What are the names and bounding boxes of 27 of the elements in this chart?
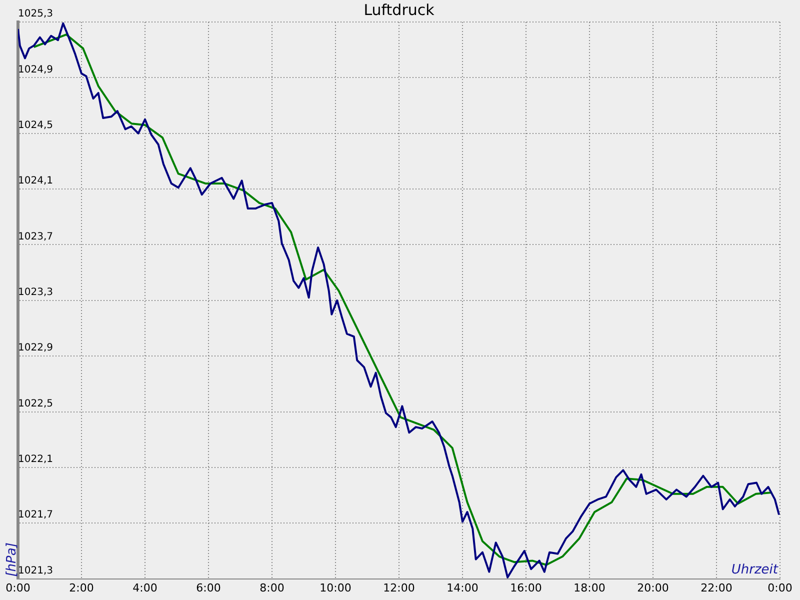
y-tick-label: 1021,7 <box>18 510 53 521</box>
y-tick-label: 1024,5 <box>18 120 53 131</box>
y-tick-label: 1024,1 <box>18 176 53 187</box>
y-axis-title: [hPa] <box>4 542 20 577</box>
x-tick-label: 20:00 <box>637 581 669 594</box>
chart-title: Luftdruck <box>364 0 435 19</box>
x-tick-label: 0:00 <box>768 581 792 594</box>
y-tick-label: 1022,1 <box>18 454 53 466</box>
x-tick-label: 0:00 <box>6 581 30 594</box>
x-tick-label: 2:00 <box>69 581 94 594</box>
x-tick-label: 18:00 <box>574 581 606 594</box>
y-tick-label: 1022,9 <box>18 342 53 354</box>
y-tick-label: 1023,7 <box>18 231 53 242</box>
x-tick-label: 8:00 <box>260 581 284 594</box>
y-tick-label: 1024,9 <box>18 64 53 76</box>
x-tick-label: 4:00 <box>132 581 158 594</box>
x-tick-label: 6:00 <box>196 581 221 594</box>
x-tick-label: 12:00 <box>383 581 415 594</box>
y-tick-label: 1021,3 <box>18 565 53 576</box>
x-tick-label: 16:00 <box>510 581 542 594</box>
x-tick-label: 10:00 <box>320 581 352 594</box>
y-tick-label: 1025,3 <box>18 8 53 20</box>
x-tick-label: 22:00 <box>700 581 732 594</box>
y-tick-label: 1023,3 <box>18 286 53 298</box>
x-tick-label: 14:00 <box>446 581 478 594</box>
x-axis-title: Uhrzeit <box>731 562 779 578</box>
y-tick-label: 1022,5 <box>18 398 53 410</box>
